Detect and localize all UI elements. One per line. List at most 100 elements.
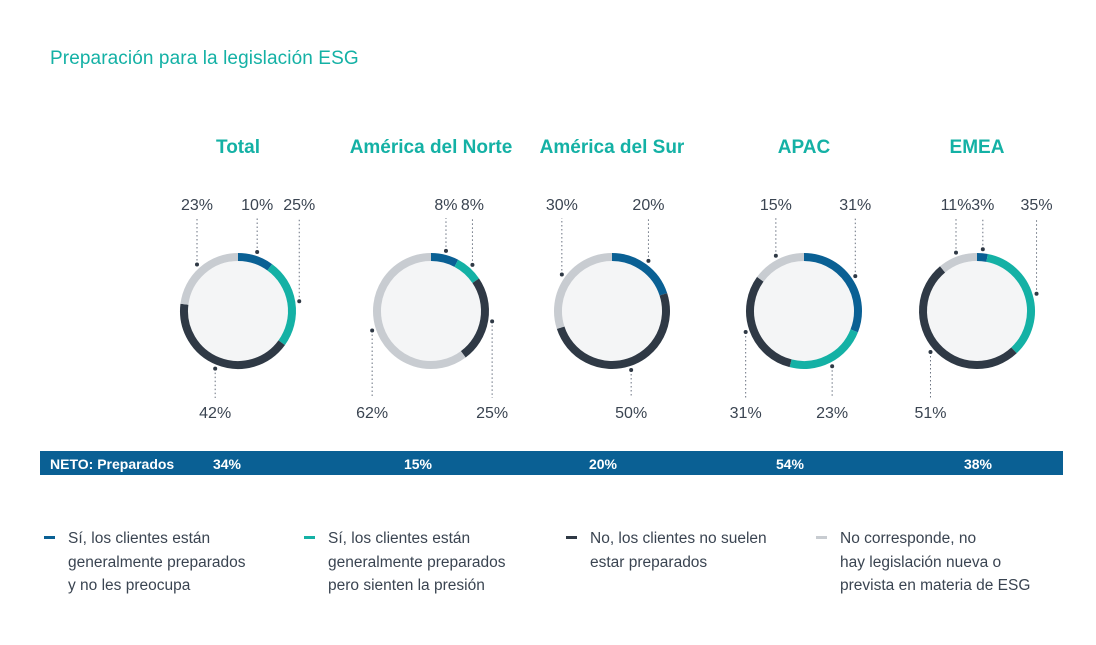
donut-segment-not-prepared [556,293,670,369]
neto-value-apac: 54% [775,456,805,472]
data-label-not-applicable: 11% [941,197,972,214]
donut-segment-not-prepared [460,278,489,358]
legend-line: pero sienten la presión [328,577,485,594]
legend-line: y no les preocupa [68,577,191,594]
legend-line: prevista en materia de ESG [840,577,1031,594]
leader-dot [773,253,778,258]
data-label-not-prepared: 42% [199,405,231,422]
donut-segment-not-prepared [919,266,1017,369]
donut-segment-prepared-no-concern [976,253,988,262]
donut-america-del-norte: América del Norte 8% 8% 25% 62% [350,137,513,422]
donut-center [188,261,288,361]
donut-segment-prepared-no-concern [611,253,668,296]
leader-dot [470,262,475,267]
leader-dot [195,262,199,267]
legend-line: generalmente preparados [328,553,506,571]
region-title-total: Total [216,137,260,158]
region-title-emea: EMEA [950,137,1005,158]
donut-segment-prepared-no-concern [237,253,273,271]
leader-dot [255,250,260,255]
data-label-prepared-pressure: 25% [283,197,315,214]
legend-line: Sí, los clientes están [68,530,211,547]
donut-apac: APAC 31% 23% 31% 15% [730,137,872,422]
donut-segment-prepared-no-concern [803,253,862,333]
leader-dot [443,248,448,253]
data-label-prepared-no-concern: 8% [434,197,457,214]
leader-dot [490,319,495,324]
donut-center [381,261,481,361]
leader-dot [980,247,985,252]
donut-emea: EMEA 3% 35% 51% 11% [914,137,1052,422]
leader-dot [297,299,302,304]
donut-center [754,261,854,361]
legend-line: No corresponde, no [840,530,977,547]
leader-dot [928,350,933,354]
donut-segment-prepared-pressure [454,259,480,284]
data-label-not-prepared: 31% [730,405,762,422]
data-label-prepared-pressure: 35% [1021,197,1053,214]
legend-swatch [816,536,827,539]
donut-segment-not-prepared [180,303,285,369]
neto-bar: NETO: Preparados 34% 15% 20% 54% 38% [40,451,1063,475]
donut-total: Total 10% 25% 42% 23% [180,137,315,422]
leader-dot [1034,291,1039,296]
data-label-not-applicable: 62% [356,405,388,422]
donut-segment-prepared-pressure [267,264,296,346]
neto-value-total: 34% [212,456,242,472]
region-title-america-del-sur: América del Sur [540,137,685,158]
leader-dot [830,364,835,369]
neto-label: NETO: Preparados [50,456,175,472]
legend-text: Sí, los clientes están generalmente prep… [328,527,506,598]
donut-segment-prepared-pressure [789,329,858,369]
data-label-not-applicable: 23% [181,197,213,214]
data-label-prepared-no-concern: 3% [971,197,994,214]
data-label-prepared-no-concern: 20% [632,197,664,214]
leader-dot [646,258,651,263]
data-label-prepared-pressure: 23% [816,405,848,422]
legend-text: No corresponde, no hay legislación nueva… [840,527,1030,598]
data-label-prepared-no-concern: 31% [839,197,871,214]
legend-text: No, los clientes no suelen estar prepara… [590,527,767,574]
legend-line: estar preparados [590,553,708,571]
chart-title: Preparación para la legislación ESG [50,48,359,69]
leader-dot [743,330,748,334]
donut-segment-not-applicable [373,253,466,369]
data-label-not-prepared: 25% [476,405,508,422]
donut-charts: Total 10% 25% 42% 23% América del Norte 8% 8% 25… [180,137,1053,422]
data-label-not-prepared: 51% [914,405,946,422]
donut-segment-not-applicable [180,253,239,305]
legend-line: generalmente preparados [68,553,246,571]
data-label-prepared-pressure: 8% [461,197,484,214]
region-title-america-del-norte: América del Norte [350,137,513,158]
legend-line: hay legislación nueva o [840,553,1002,571]
donut-segment-not-applicable [757,253,805,282]
donut-center [562,261,662,361]
legend-swatch [566,536,577,539]
donut-segment-not-applicable [940,253,978,273]
donut-segment-prepared-pressure [986,254,1035,354]
neto-value-emea: 38% [963,456,993,472]
neto-value-america-del-norte: 15% [403,456,433,472]
neto-value-america-del-sur: 20% [588,456,618,472]
data-label-not-applicable: 15% [760,197,792,214]
data-label-not-applicable: 30% [546,197,578,214]
donut-center [927,261,1027,361]
donut-segment-not-prepared [746,276,792,368]
leader-dot [559,272,564,277]
donut-segment-not-applicable [554,253,613,329]
legend-line: No, los clientes no suelen [590,530,767,547]
donut-segment-prepared-no-concern [430,253,459,267]
legend-swatch [304,536,315,539]
donut-america-del-sur: América del Sur 20% 50% 30% [540,137,685,422]
region-title-apac: APAC [778,137,831,158]
legend-line: Sí, los clientes están [328,530,471,547]
leader-dot [853,274,858,279]
data-label-prepared-no-concern: 10% [241,197,273,214]
leader-dot [213,366,218,371]
data-label-not-prepared: 50% [615,405,647,422]
leader-dot [954,250,958,255]
leader-dot [370,328,375,333]
leader-dot [629,367,634,372]
legend-text: Sí, los clientes están generalmente prep… [68,527,246,598]
legend-swatch [44,536,55,539]
